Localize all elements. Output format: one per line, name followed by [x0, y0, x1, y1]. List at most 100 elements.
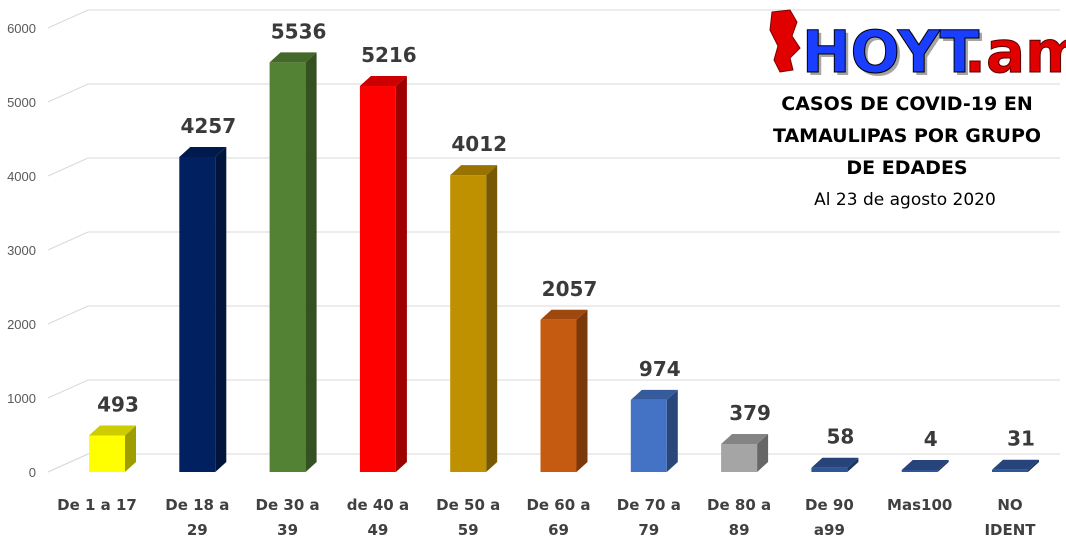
bar [721, 433, 769, 472]
bar-front [721, 443, 758, 472]
bar-front [901, 470, 938, 472]
tamaulipas-map-icon [769, 9, 801, 73]
gridline [47, 305, 1060, 325]
bar-front [630, 399, 667, 472]
bar-front [450, 175, 487, 472]
bar-top [269, 52, 317, 63]
data-label: 493 [97, 393, 139, 417]
title-line-2: TAMAULIPAS POR GRUPO [773, 125, 1041, 147]
bar [450, 165, 498, 472]
y-tick-label: 5000 [7, 95, 36, 110]
bar-front [89, 435, 125, 472]
x-tick-label: De 50 a [436, 496, 500, 514]
bar [992, 459, 1039, 472]
data-label: 2057 [542, 277, 598, 301]
x-tick-label: De 70 a [617, 496, 681, 514]
x-tick-label: De 80 a [707, 496, 771, 514]
logo-shadow: HOYT [805, 21, 983, 89]
bar-top [179, 146, 227, 157]
data-labels: 493 4257 5536 5216 4012 2057 974 379 58 4 31 [97, 19, 1035, 451]
bar-side [1028, 459, 1039, 472]
y-tick-label: 0 [29, 465, 36, 480]
data-label: 31 [1007, 427, 1035, 451]
logo-suffix-text: .am [964, 18, 1066, 86]
gridlines [47, 9, 1060, 473]
bar-front [811, 467, 848, 472]
bar [179, 146, 227, 472]
bar-side [486, 165, 498, 472]
bar-top [630, 389, 678, 400]
y-tick-label: 2000 [7, 317, 36, 332]
bars [89, 52, 1039, 473]
data-label: 5536 [271, 19, 327, 43]
gridline [47, 231, 1060, 251]
gridline [47, 157, 1060, 177]
data-label: 4012 [451, 132, 507, 156]
gridline [47, 9, 1060, 29]
bar [359, 76, 407, 473]
bar-front [179, 156, 216, 472]
x-tick-label: NO [997, 496, 1022, 514]
x-tick-label: De 1 a 17 [57, 496, 137, 514]
x-tick-label: 79 [638, 521, 659, 539]
x-tick-label: 59 [458, 521, 479, 539]
data-label: 58 [826, 425, 854, 449]
bar [89, 425, 136, 472]
gridline [47, 83, 1060, 103]
title-line-3: DE EDADES [846, 157, 967, 179]
logo-main-text: HOYT [802, 18, 980, 86]
bar-side [757, 433, 769, 472]
x-tick-label: de 40 a [347, 496, 409, 514]
title-line-1: CASOS DE COVID-19 EN [781, 93, 1032, 115]
bar-top [89, 425, 136, 436]
bar-side [666, 389, 678, 472]
data-label: 5216 [361, 43, 417, 67]
bar [811, 457, 859, 472]
bar-top [992, 459, 1039, 470]
chart-title: CASOS DE COVID-19 EN TAMAULIPAS POR GRUP… [773, 93, 1041, 210]
bar-front [992, 469, 1028, 472]
bar-top [450, 165, 498, 176]
x-tick-label: 49 [367, 521, 388, 539]
bar [269, 52, 317, 472]
x-tick-label: 39 [277, 521, 298, 539]
y-tick-label: 4000 [7, 169, 36, 184]
data-label: 4 [924, 427, 938, 451]
bar-front [269, 62, 306, 472]
x-tick-label: IDENT [984, 521, 1036, 539]
x-tick-label: 29 [187, 521, 208, 539]
data-label: 379 [729, 401, 771, 425]
y-axis: 0 1000 2000 3000 4000 5000 6000 [7, 21, 36, 480]
y-tick-label: 3000 [7, 243, 36, 258]
x-tick-label: 89 [729, 521, 750, 539]
bar-side [395, 76, 407, 473]
bar-top [811, 457, 859, 468]
x-tick-label: De 30 a [256, 496, 320, 514]
x-tick-label: De 18 a [165, 496, 229, 514]
bar-top [540, 309, 588, 320]
floor-edge [47, 453, 89, 473]
bar-side [937, 460, 949, 472]
x-tick-label: a99 [814, 521, 845, 539]
x-tick-label: 69 [548, 521, 569, 539]
x-tick-label: De 90 [805, 496, 854, 514]
bar-side [125, 425, 136, 472]
data-label: 4257 [180, 114, 236, 138]
y-tick-label: 6000 [7, 21, 36, 36]
bar [540, 309, 588, 472]
bar [901, 460, 949, 472]
bar-side [305, 52, 317, 472]
y-tick-label: 1000 [7, 391, 36, 406]
data-label: 974 [639, 357, 681, 381]
x-tick-label: Mas100 [887, 496, 952, 514]
bar-top [721, 433, 769, 444]
bar-front [540, 319, 577, 472]
gridline [47, 379, 1060, 399]
bar [630, 389, 678, 472]
bar-top [359, 76, 407, 87]
bar-front [359, 86, 396, 473]
x-axis: De 1 a 17 De 18 a 29 De 30 a 39 de 40 a 49 De 5… [57, 496, 1036, 539]
bar-side [215, 146, 227, 472]
bar-side [576, 309, 588, 472]
